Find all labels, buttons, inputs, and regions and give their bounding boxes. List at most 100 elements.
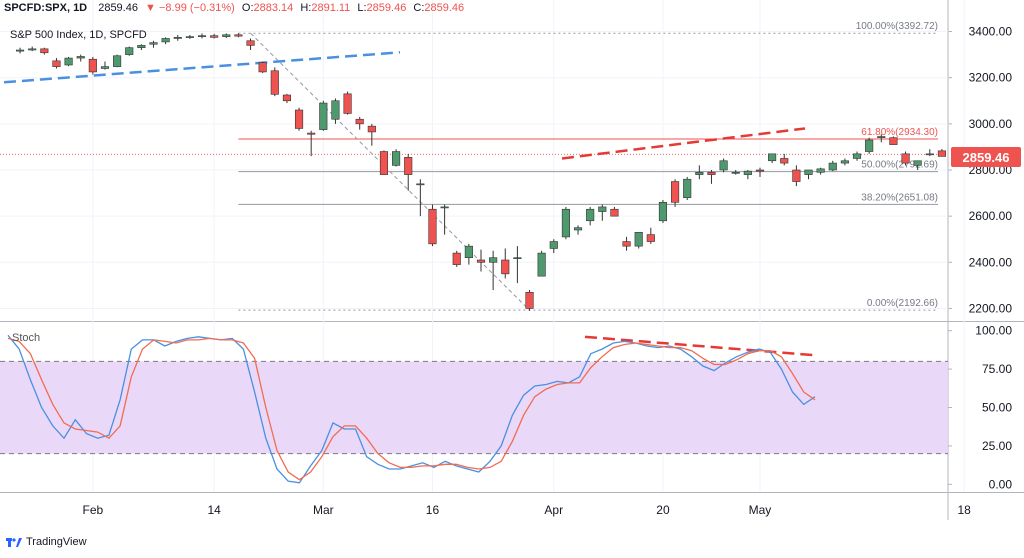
fib-level-label: 100.00%(3392.72) (856, 21, 938, 32)
candle-up (222, 33, 231, 38)
candle-down (707, 170, 716, 184)
time-axis[interactable]: Feb 14 Mar 16 Apr 20 May 18 (83, 503, 972, 517)
stoch-tick-label: 100.00 (975, 324, 1012, 338)
brand-label: TradingView (26, 536, 87, 548)
candle-up (925, 149, 934, 157)
candle-up (877, 134, 886, 143)
candle-up (100, 61, 110, 70)
candle-body (149, 42, 158, 45)
candle-up (561, 206, 570, 240)
candle-body (489, 257, 498, 263)
candle-up (768, 153, 777, 164)
stoch-label: Stoch (12, 332, 40, 344)
candle-body (695, 172, 704, 175)
candle-body (549, 241, 558, 249)
candle-body (452, 252, 461, 265)
candle-body (889, 137, 898, 145)
candle-down (246, 38, 255, 50)
price-tick-label: 3400.00 (969, 25, 1013, 39)
stoch-overbought-oversold-band (0, 360, 948, 455)
candle-down (646, 227, 655, 244)
candle-up (683, 176, 692, 200)
candlestick-series (16, 33, 946, 311)
candle-body (476, 259, 486, 263)
candle-body (792, 169, 801, 182)
candle-up (16, 47, 25, 54)
uptrend-line-blue (3, 51, 401, 84)
candle-down (282, 93, 291, 104)
candle-up (416, 179, 425, 217)
candle-up (319, 100, 328, 131)
stoch-band-fill (0, 361, 948, 454)
candle-up (913, 160, 922, 170)
tradingview-logo[interactable]: TradingView (6, 536, 87, 548)
candle-body (294, 109, 304, 129)
candle-down (622, 236, 631, 251)
candle-down (234, 33, 243, 38)
candle-body (440, 206, 449, 209)
candle-body (852, 153, 862, 159)
candle-down (428, 204, 437, 247)
candle-body (270, 70, 279, 95)
candle-body (707, 172, 716, 175)
time-tick-label: Apr (544, 503, 563, 517)
last-price-tag-value: 2859.46 (963, 150, 1010, 165)
candle-body (404, 157, 413, 175)
candle-body (197, 35, 207, 37)
candle-up (804, 169, 813, 180)
time-tick-label: 18 (957, 503, 971, 517)
candle-body (804, 169, 813, 175)
stoch-axis[interactable]: 100.00 75.00 50.00 25.00 0.00 (948, 324, 1012, 492)
candle-body (64, 57, 73, 66)
change-value: −8.99 (−0.31%) (158, 2, 235, 14)
time-tick-label: 16 (426, 503, 440, 517)
fib-level-label: 0.00%(2192.66) (867, 298, 938, 309)
resistance-line-red (561, 127, 806, 160)
stoch-lines (7, 334, 816, 484)
candle-up (125, 46, 134, 56)
candle-body (331, 100, 340, 120)
price-axis[interactable]: 3400.003200.003000.002800.002600.002400.… (948, 25, 1012, 316)
candle-body (525, 292, 534, 309)
candle-body (586, 208, 595, 222)
candle-down (379, 150, 389, 175)
candle-up (392, 149, 401, 167)
candle-up (76, 54, 85, 62)
candle-up (816, 167, 825, 175)
candle-body (658, 202, 668, 222)
candle-down (452, 250, 461, 267)
candle-body (634, 232, 643, 247)
price-tick-label: 3000.00 (969, 117, 1013, 131)
candle-body (537, 252, 546, 277)
candle-body (222, 34, 231, 37)
candle-body (755, 169, 765, 172)
candle-body (865, 139, 874, 152)
candle-body (234, 34, 243, 37)
trendlines (3, 51, 816, 357)
candle-body (731, 172, 740, 174)
high-value: 2891.11 (311, 2, 351, 14)
stoch-d-line (7, 337, 816, 481)
candle-up (828, 160, 837, 172)
candle-body (185, 36, 194, 38)
candle-body (719, 160, 728, 171)
candle-up (573, 225, 583, 235)
time-tick-label: 20 (656, 503, 670, 517)
candle-body (937, 150, 946, 157)
candle-down (755, 167, 765, 177)
candle-up (840, 158, 849, 166)
candle-body (671, 181, 680, 203)
fib-level-label: 61.80%(2934.30) (861, 127, 938, 138)
candle-body (282, 94, 291, 102)
candle-down (88, 56, 97, 75)
candle-up (113, 54, 122, 68)
candle-down (937, 149, 946, 157)
candle-body (622, 241, 631, 247)
stoch-tick-label: 50.00 (982, 401, 1012, 415)
candle-down (404, 153, 413, 191)
candle-body (379, 151, 389, 175)
candle-up (137, 44, 146, 50)
candle-up (331, 98, 340, 124)
candle-up (731, 170, 740, 175)
